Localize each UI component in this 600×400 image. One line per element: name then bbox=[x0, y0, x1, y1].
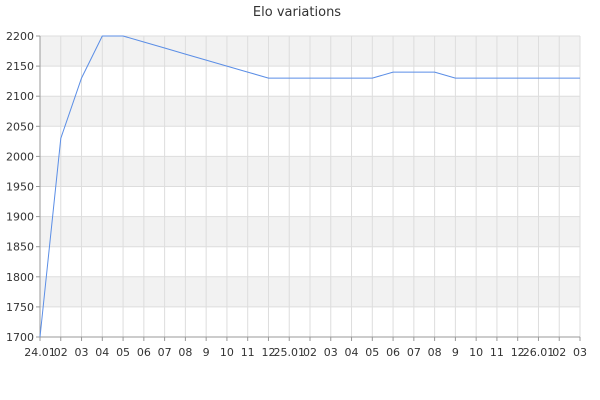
y-tick-label: 2050 bbox=[6, 120, 34, 133]
x-tick-label: 06 bbox=[137, 346, 151, 359]
y-tick-label: 1800 bbox=[6, 271, 34, 284]
x-tick-label: 06 bbox=[386, 346, 400, 359]
y-tick-label: 2000 bbox=[6, 150, 34, 163]
y-tick-label: 1900 bbox=[6, 211, 34, 224]
x-tick-label: 25.01 bbox=[273, 346, 305, 359]
x-tick-label: 03 bbox=[324, 346, 338, 359]
x-tick-label: 03 bbox=[573, 346, 587, 359]
x-tick-label: 9 bbox=[203, 346, 210, 359]
x-tick-label: 05 bbox=[365, 346, 379, 359]
x-tick-label: 9 bbox=[452, 346, 459, 359]
x-tick-label: 11 bbox=[490, 346, 504, 359]
axes bbox=[36, 35, 581, 341]
y-tick-label: 2100 bbox=[6, 90, 34, 103]
x-tick-label: 04 bbox=[95, 346, 109, 359]
series-group bbox=[39, 35, 580, 338]
y-tick-label: 1700 bbox=[6, 331, 34, 344]
y-tick-label: 1950 bbox=[6, 181, 34, 194]
y-tick-labels: 1700 1750 1800 1850 1900 1950 2000 2050 2100 2150… bbox=[6, 30, 34, 344]
x-tick-label: 05 bbox=[116, 346, 130, 359]
x-tick-label: 24.01 bbox=[24, 346, 56, 359]
horizontal-gridlines bbox=[40, 35, 580, 338]
y-tick-label: 2150 bbox=[6, 60, 34, 73]
y-tick-label: 1850 bbox=[6, 241, 34, 254]
x-tick-label: 26.01 bbox=[523, 346, 555, 359]
x-tick-label: 02 bbox=[552, 346, 566, 359]
x-tick-label: 11 bbox=[241, 346, 255, 359]
x-tick-label: 07 bbox=[407, 346, 421, 359]
x-tick-label: 10 bbox=[220, 346, 234, 359]
x-tick-label: 08 bbox=[178, 346, 192, 359]
x-tick-label: 10 bbox=[469, 346, 483, 359]
x-tick-label: 03 bbox=[75, 346, 89, 359]
x-tick-label: 07 bbox=[158, 346, 172, 359]
series-line bbox=[39, 35, 580, 338]
x-tick-label: 08 bbox=[428, 346, 442, 359]
x-tick-label: 04 bbox=[345, 346, 359, 359]
chart-title: Elo variations bbox=[253, 5, 341, 20]
y-tick-label: 1750 bbox=[6, 301, 34, 314]
y-tick-label: 2200 bbox=[6, 30, 34, 43]
x-tick-label: 12 bbox=[511, 346, 525, 359]
x-tick-label: 02 bbox=[54, 346, 68, 359]
x-tick-label: 02 bbox=[303, 346, 317, 359]
x-tick-label: 12 bbox=[261, 346, 275, 359]
